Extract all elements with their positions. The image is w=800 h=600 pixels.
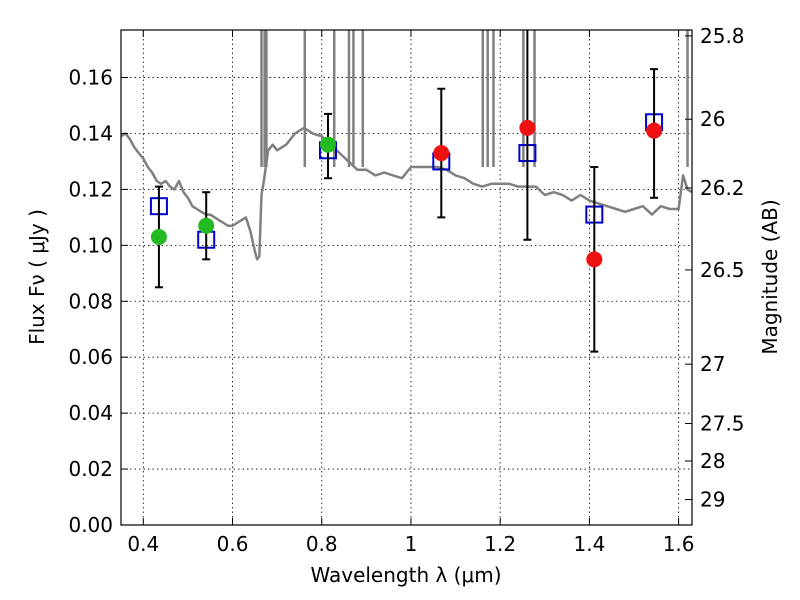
axis-ticks: 0.4 0.6 0.8 1 1.2 1.4 1.6 0.00 0.02 0.04 0.06 0.08 0…: [68, 24, 744, 556]
plot-frame: [120, 29, 693, 526]
x-tick-label: 1: [405, 532, 418, 556]
detections-point: [319, 136, 336, 153]
x-tick-label: 1.4: [573, 532, 605, 556]
x-tick-label: 0.8: [306, 532, 338, 556]
y-tick-label: 0.04: [68, 401, 113, 425]
plot-area: [121, 30, 692, 353]
y-tick-label: 0.02: [68, 457, 113, 481]
y-tick-label: 0.06: [68, 345, 113, 369]
mag-tick-label: 27.5: [700, 411, 745, 435]
upper-bands-point: [519, 119, 536, 136]
y-tick-label: 0.12: [68, 177, 113, 201]
upper-bands-point: [646, 122, 663, 139]
mag-tick-label: 26: [700, 107, 725, 131]
mag-tick-label: 27: [700, 352, 725, 376]
y-tick-label: 0.16: [68, 66, 113, 90]
detections-point: [150, 228, 167, 245]
detections-point: [198, 217, 215, 234]
x-tick-label: 1.6: [663, 532, 695, 556]
y-tick-label: 0.10: [68, 233, 113, 257]
mag-tick-label: 25.8: [700, 24, 745, 48]
x-tick-label: 0.6: [217, 532, 249, 556]
mag-tick-label: 26.2: [700, 176, 745, 200]
mag-tick-label: 26.5: [700, 258, 745, 282]
x-tick-label: 0.4: [127, 532, 159, 556]
x-axis-label: Wavelength λ (μm): [310, 563, 501, 587]
upper-bands-point: [433, 145, 450, 162]
grid: [121, 30, 692, 526]
y2-axis-label: Magnitude (AB): [758, 199, 782, 354]
mag-tick-label: 29: [700, 488, 725, 512]
y-tick-label: 0.08: [68, 289, 113, 313]
upper-bands-point: [586, 251, 603, 268]
x-tick-label: 1.2: [484, 532, 516, 556]
y-axis-label: Flux Fν ( μJy ): [25, 209, 49, 345]
mag-tick-label: 28: [700, 449, 725, 473]
y-tick-label: 0.14: [68, 121, 113, 145]
y-tick-label: 0.00: [68, 513, 113, 537]
